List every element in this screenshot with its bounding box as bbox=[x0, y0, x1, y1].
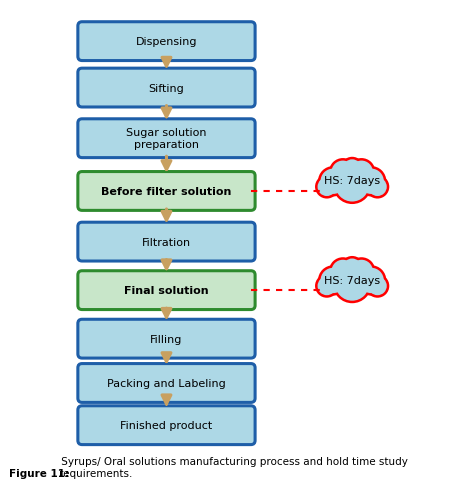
Text: Figure 11:: Figure 11: bbox=[9, 468, 69, 478]
Text: Filtration: Filtration bbox=[142, 237, 191, 247]
Text: Final solution: Final solution bbox=[124, 286, 209, 296]
Circle shape bbox=[329, 258, 357, 286]
Circle shape bbox=[318, 266, 348, 296]
FancyBboxPatch shape bbox=[78, 364, 255, 403]
Circle shape bbox=[335, 267, 369, 301]
Circle shape bbox=[348, 159, 375, 187]
FancyBboxPatch shape bbox=[78, 271, 255, 310]
FancyBboxPatch shape bbox=[78, 172, 255, 211]
Circle shape bbox=[315, 275, 339, 298]
FancyBboxPatch shape bbox=[78, 69, 255, 108]
Circle shape bbox=[321, 169, 346, 194]
Circle shape bbox=[343, 160, 361, 179]
Circle shape bbox=[358, 169, 384, 194]
Text: Finished product: Finished product bbox=[120, 420, 212, 430]
Circle shape bbox=[356, 167, 387, 197]
Circle shape bbox=[318, 277, 336, 296]
Text: Syrups/ Oral solutions manufacturing process and hold time study
requirements.: Syrups/ Oral solutions manufacturing pro… bbox=[58, 456, 409, 478]
Circle shape bbox=[331, 161, 354, 184]
FancyBboxPatch shape bbox=[78, 120, 255, 158]
FancyBboxPatch shape bbox=[78, 23, 255, 61]
Circle shape bbox=[329, 159, 357, 187]
Circle shape bbox=[343, 259, 361, 277]
Circle shape bbox=[358, 268, 384, 293]
Text: Sifting: Sifting bbox=[149, 84, 184, 94]
Text: Before filter solution: Before filter solution bbox=[101, 187, 232, 196]
Text: HS: 7days: HS: 7days bbox=[324, 275, 380, 285]
Text: Sugar solution
preparation: Sugar solution preparation bbox=[126, 128, 207, 150]
Circle shape bbox=[350, 161, 373, 184]
Circle shape bbox=[315, 176, 339, 199]
Circle shape bbox=[331, 260, 354, 283]
FancyBboxPatch shape bbox=[78, 320, 255, 359]
Circle shape bbox=[340, 157, 364, 181]
Circle shape bbox=[366, 275, 389, 298]
Circle shape bbox=[368, 178, 387, 197]
Circle shape bbox=[356, 266, 387, 296]
Circle shape bbox=[318, 167, 348, 197]
Text: Dispensing: Dispensing bbox=[136, 37, 197, 47]
Circle shape bbox=[335, 168, 369, 202]
Text: HS: 7days: HS: 7days bbox=[324, 176, 380, 186]
Circle shape bbox=[340, 256, 364, 280]
Circle shape bbox=[318, 178, 336, 197]
Circle shape bbox=[368, 277, 387, 296]
Circle shape bbox=[333, 166, 372, 204]
Circle shape bbox=[366, 176, 389, 199]
FancyBboxPatch shape bbox=[78, 406, 255, 444]
Circle shape bbox=[321, 268, 346, 293]
FancyBboxPatch shape bbox=[78, 223, 255, 262]
Circle shape bbox=[348, 258, 375, 286]
Text: Filling: Filling bbox=[150, 334, 183, 344]
Circle shape bbox=[333, 265, 372, 303]
Text: Packing and Labeling: Packing and Labeling bbox=[107, 378, 226, 388]
Circle shape bbox=[350, 260, 373, 283]
